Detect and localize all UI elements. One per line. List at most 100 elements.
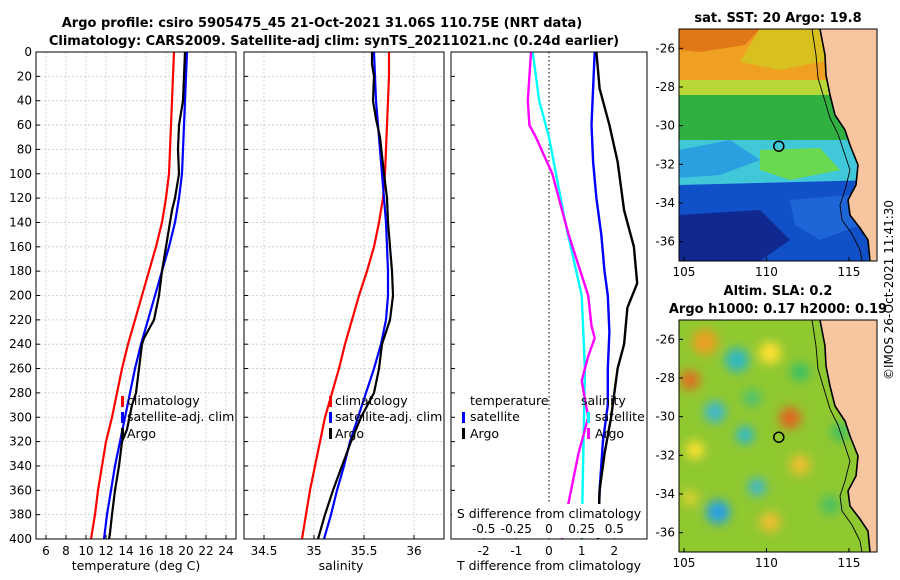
lat-tick-label: -30 — [655, 410, 675, 424]
legend-t-satellite-swatch — [462, 412, 465, 423]
y-tick-label: 40 — [17, 94, 32, 108]
salinity-series — [300, 52, 395, 539]
x-tick-label: 34.5 — [251, 544, 278, 558]
x-tick-label: 22 — [198, 544, 213, 558]
title-line-1: Argo profile: csiro 5905475_45 21-Oct-20… — [62, 16, 583, 31]
temperature-ticks: 6 8 10 12 14 16 18 20 22 240204060801001201401601… — [9, 45, 234, 558]
x-tick-label: 36 — [406, 544, 421, 558]
imos-timestamp: ©IMOS 26-Oct-2021 11:41:30 — [882, 200, 896, 380]
lon-tick-label: 115 — [837, 556, 860, 570]
s-diff-xlabel: S difference from climatology — [457, 506, 642, 521]
legend-satellite-label: satellite-adj. clim — [127, 409, 234, 424]
series-argo — [316, 52, 395, 539]
series-climatology — [89, 52, 176, 539]
y-tick-label: 280 — [9, 386, 32, 400]
difference-legend: temperature satellite Argo salinity sate… — [462, 393, 645, 441]
lat-tick-label: -26 — [655, 332, 675, 346]
legend-satellite-swatch — [329, 412, 332, 423]
legend-s-argo-label: Argo — [595, 426, 624, 441]
lat-tick-label: -28 — [655, 80, 675, 94]
s-diff-tick-label: 0.5 — [605, 522, 624, 536]
y-tick-label: 380 — [9, 508, 32, 522]
legend-argo-swatch — [329, 428, 332, 439]
s-diff-tick-label: 0 — [545, 522, 553, 536]
series-temperature-satellite — [531, 52, 587, 539]
s-diff-tick-label: -0.25 — [501, 522, 532, 536]
legend-satellite-swatch — [121, 412, 124, 423]
y-tick-label: 160 — [9, 240, 32, 254]
lat-tick-label: -30 — [655, 119, 675, 133]
y-tick-label: 200 — [9, 289, 32, 303]
sla-isobath — [811, 320, 863, 552]
salinity-grid — [244, 51, 444, 540]
y-tick-label: 340 — [9, 459, 32, 473]
lat-tick-label: -34 — [655, 487, 675, 501]
t-diff-xlabel: T difference from climatology — [456, 558, 642, 573]
y-tick-label: 60 — [17, 118, 32, 132]
t-diff-tick-label: -2 — [478, 544, 490, 558]
x-tick-label: 20 — [178, 544, 193, 558]
temperature-panel: 6 8 10 12 14 16 18 20 22 240204060801001201401601… — [9, 45, 237, 573]
sla-coastline — [819, 320, 871, 552]
salinity-panel: 34.5 35 35.5 36 salinity climatology satell… — [243, 51, 445, 573]
sla-map: 105 110 115 -26 -28 -30 -32 -34 -36 — [655, 319, 878, 570]
sst-map: 105 110 115 -26 -28 -30 -32 -34 -36 — [655, 28, 878, 279]
series-climatology — [300, 52, 391, 539]
x-tick-label: 16 — [138, 544, 153, 558]
legend-climatology-swatch — [329, 396, 332, 407]
t-diff-tick-label: -1 — [510, 544, 522, 558]
sla-eddies — [680, 329, 849, 532]
x-tick-label: 8 — [62, 544, 70, 558]
s-diff-tick-label: 0.25 — [568, 522, 595, 536]
series-salinity-satellite — [526, 52, 596, 539]
y-tick-label: 220 — [9, 313, 32, 327]
x-tick-label: 10 — [78, 544, 93, 558]
x-tick-label: 35 — [306, 544, 321, 558]
legend-salinity-header: salinity — [581, 393, 626, 408]
y-tick-label: 0 — [24, 45, 32, 59]
y-tick-label: 20 — [17, 69, 32, 83]
legend-s-argo-swatch — [587, 428, 590, 439]
salinity-xlabel: salinity — [319, 558, 364, 573]
lon-tick-label: 105 — [672, 265, 695, 279]
sla-land — [820, 320, 877, 552]
title-line-2: Climatology: CARS2009. Satellite-adj cli… — [49, 34, 619, 49]
temperature-legend: climatology satellite-adj. clim Argo — [121, 393, 234, 441]
legend-t-argo-label: Argo — [470, 426, 499, 441]
y-tick-label: 320 — [9, 435, 32, 449]
legend-t-argo-swatch — [462, 428, 465, 439]
t-diff-tick-label: 0 — [545, 544, 553, 558]
y-tick-label: 100 — [9, 167, 32, 181]
y-tick-label: 260 — [9, 362, 32, 376]
y-tick-label: 240 — [9, 337, 32, 351]
lat-tick-label: -34 — [655, 196, 675, 210]
lat-tick-label: -28 — [655, 371, 675, 385]
lat-tick-label: -26 — [655, 41, 675, 55]
salinity-ticks: 34.5 35 35.5 36 — [244, 51, 422, 558]
x-tick-label: 14 — [118, 544, 133, 558]
legend-climatology-label: climatology — [127, 393, 200, 408]
sst-coastline — [819, 29, 871, 261]
x-tick-label: 24 — [218, 544, 233, 558]
lat-tick-label: -32 — [655, 448, 675, 462]
temperature-xlabel: temperature (deg C) — [72, 558, 201, 573]
argo-float-marker — [773, 431, 785, 443]
lon-tick-label: 115 — [837, 265, 860, 279]
y-tick-label: 180 — [9, 264, 32, 278]
sla-map-title-2: Argo h1000: 0.17 h2000: 0.19 — [669, 302, 887, 317]
x-tick-label: 12 — [98, 544, 113, 558]
sst-isobath — [811, 29, 863, 261]
legend-climatology-label: climatology — [335, 393, 408, 408]
legend-satellite-label: satellite-adj. clim — [335, 409, 442, 424]
y-tick-label: 120 — [9, 191, 32, 205]
lon-tick-label: 105 — [672, 556, 695, 570]
sst-map-frame — [678, 28, 878, 262]
y-tick-label: 360 — [9, 483, 32, 497]
s-diff-ticks: -0.5 -0.25 0 0.25 0.5 — [472, 522, 624, 536]
sst-map-ticks: 105 110 115 -26 -28 -30 -32 -34 -36 — [655, 41, 860, 279]
x-tick-label: 6 — [42, 544, 50, 558]
legend-t-satellite-label: satellite — [470, 409, 520, 424]
temperature-series — [89, 52, 189, 539]
series-argo — [107, 52, 187, 539]
